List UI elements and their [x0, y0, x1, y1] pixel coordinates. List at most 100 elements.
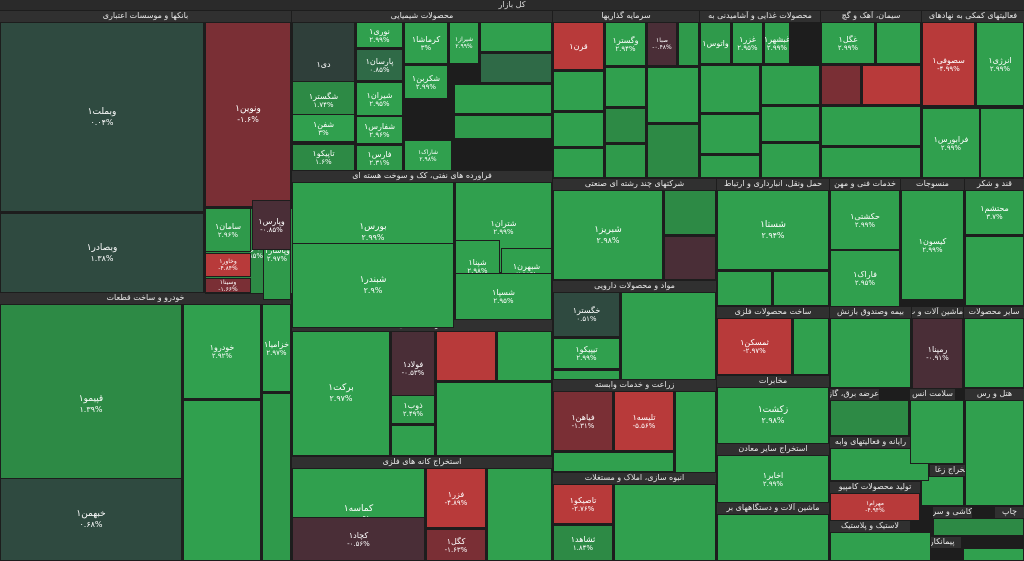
stock-tile[interactable]: [793, 318, 829, 375]
sector-header[interactable]: سایر محصولات: [964, 307, 1024, 318]
stock-tile[interactable]: قرن۱: [553, 22, 604, 70]
stock-tile[interactable]: رمپنا۱ -۰.۹۱%: [912, 318, 963, 389]
stock-tile[interactable]: [553, 370, 620, 380]
stock-tile[interactable]: خبهمن۱ ۰.۶۸%: [0, 478, 182, 561]
stock-tile[interactable]: برکت۱ ۲.۹۷%: [292, 331, 390, 456]
stock-tile[interactable]: [773, 271, 829, 306]
stock-tile[interactable]: شسپا۱ ۲.۹۵%: [455, 273, 552, 320]
sector-header[interactable]: محصولات غذایی و آشامیدنی به: [700, 11, 820, 22]
stock-tile[interactable]: قپیمو۱ ۱.۳۹%: [0, 304, 182, 504]
stock-tile[interactable]: [830, 318, 911, 388]
stock-tile[interactable]: فاراک۱ ۲.۹۵%: [830, 250, 900, 307]
stock-tile[interactable]: ونوین۱ -۱.۶%: [205, 22, 291, 207]
stock-tile[interactable]: تلیسه۱ -۵.۵۶%: [614, 391, 674, 451]
stock-tile[interactable]: پارسان۱ ۰.۸۵%: [356, 49, 403, 81]
stock-tile[interactable]: فولاد۱ -۰.۵۳%: [391, 331, 435, 405]
sector-header[interactable]: سیمان، آهک و گچ: [821, 11, 921, 22]
sector-header[interactable]: سرمایه گذاریها: [553, 11, 699, 22]
stock-tile[interactable]: شیراز۱ ۲.۹۹%: [449, 22, 479, 64]
sector-header[interactable]: لاستیک و پلاستیک: [830, 521, 910, 532]
sector-header[interactable]: فراورده های نفتی، کک و سوخت هسته ای: [292, 171, 552, 182]
stock-tile[interactable]: [605, 144, 646, 178]
stock-tile[interactable]: شستا۱ ۲.۹۴%: [717, 190, 829, 270]
stock-tile[interactable]: شکربن۱ ۲.۹۹%: [404, 65, 448, 99]
stock-tile[interactable]: [965, 400, 1024, 506]
stock-tile[interactable]: ذوب۱ ۲.۴۹%: [391, 395, 435, 424]
stock-tile[interactable]: [910, 400, 964, 464]
stock-tile[interactable]: تاپیکو۱ ۱.۶%: [292, 144, 355, 171]
sector-header[interactable]: ساخت محصولات فلزی: [717, 307, 829, 318]
stock-tile[interactable]: کیسون۱ ۲.۹۹%: [901, 190, 964, 300]
stock-tile[interactable]: [821, 65, 861, 105]
stock-tile[interactable]: [480, 22, 552, 52]
stock-tile[interactable]: [647, 124, 699, 178]
stock-tile[interactable]: [614, 484, 716, 561]
stock-tile[interactable]: شفن۱ ۳%: [292, 114, 355, 142]
stock-tile[interactable]: فزر۱ -۴.۸۹%: [426, 468, 486, 528]
sector-header[interactable]: بیمه وصندوق بازنش: [830, 307, 911, 318]
stock-tile[interactable]: خودرو۱ ۲.۹۲%: [183, 304, 261, 399]
stock-tile[interactable]: وپارس۱ -۰.۸۵%: [252, 200, 291, 250]
sector-header[interactable]: ماشین آلات و دستگاههای بر: [717, 503, 829, 514]
stock-tile[interactable]: واتوس۱: [700, 22, 731, 64]
sector-header[interactable]: رایانه و فعالیتهای وابه: [830, 437, 911, 448]
sector-header[interactable]: استخراج کانه های فلزی: [292, 457, 552, 468]
stock-tile[interactable]: کرماشا۱ ۳%: [404, 22, 448, 64]
stock-tile[interactable]: وبملت۱ ۰.۰۴%: [0, 22, 204, 212]
sector-header[interactable]: خدمات فنی و مهن: [830, 179, 900, 190]
stock-tile[interactable]: خگستر۱ ۰.۵۱%: [553, 292, 620, 337]
stock-tile[interactable]: سامان۱ ۲.۹۶%: [205, 208, 251, 252]
stock-tile[interactable]: ثمسکن۱ -۲.۹۷%: [717, 318, 792, 375]
sector-header[interactable]: عرضه برق، گاز، بخاروآ: [830, 389, 879, 400]
stock-tile[interactable]: [700, 114, 760, 154]
sector-header[interactable]: چاپ: [995, 507, 1024, 518]
stock-tile[interactable]: شاراک۱ ۲.۹۸%: [404, 140, 452, 171]
sector-header[interactable]: تولید محصولات کامپیو: [830, 482, 920, 493]
sector-header[interactable]: منسوجات: [901, 179, 964, 190]
stock-tile[interactable]: [675, 391, 716, 473]
stock-tile[interactable]: نوری۱ ۲.۹۹%: [356, 22, 403, 48]
stock-tile[interactable]: [761, 65, 820, 105]
sector-header[interactable]: هتل و رس: [965, 389, 1024, 400]
sector-header[interactable]: ماشین آلات و ت: [912, 307, 963, 318]
stock-tile[interactable]: [454, 115, 552, 139]
stock-tile[interactable]: فرابورس۱ ۲.۹۹%: [922, 108, 980, 178]
stock-tile[interactable]: [647, 67, 699, 123]
stock-tile[interactable]: [821, 147, 921, 178]
stock-tile[interactable]: انرژی۱ ۲.۹۹%: [976, 22, 1024, 106]
stock-tile[interactable]: [821, 106, 921, 146]
stock-tile[interactable]: [605, 108, 646, 143]
stock-tile[interactable]: تیپیکو۱ ۲.۹۹%: [553, 338, 620, 369]
stock-tile[interactable]: [761, 106, 820, 142]
stock-tile[interactable]: غزر۱ ۲.۹۵%: [732, 22, 763, 64]
stock-tile[interactable]: [830, 532, 931, 561]
stock-tile[interactable]: زکشت۱ ۲.۹۸%: [717, 387, 829, 444]
stock-tile[interactable]: [933, 518, 1024, 536]
stock-tile[interactable]: وخاور۱ -۴.۸۴%: [205, 253, 251, 277]
stock-tile[interactable]: صبا۱ -۰.۴۸%: [647, 22, 677, 66]
stock-tile[interactable]: [621, 292, 716, 380]
stock-tile[interactable]: وسینا۱ -۱.۶۶%: [205, 278, 251, 293]
stock-tile[interactable]: [262, 393, 291, 561]
stock-tile[interactable]: [664, 236, 716, 280]
sector-header[interactable]: بانکها و موسسات اعتباری: [0, 11, 291, 22]
stock-tile[interactable]: غگل۱ ۲.۹۹%: [821, 22, 875, 64]
stock-tile[interactable]: [964, 318, 1024, 388]
sector-header[interactable]: حمل ونقل، انبارداری و ارتباط: [717, 179, 829, 190]
stock-tile[interactable]: شگستر۱ ۱.۷۴%: [292, 81, 355, 120]
stock-tile[interactable]: فارس۱ ۲.۳۱%: [356, 145, 403, 171]
stock-tile[interactable]: [980, 108, 1024, 178]
stock-tile[interactable]: تاصیکو۱ -۲.۷۶%: [553, 484, 613, 524]
stock-tile[interactable]: وگستر۱ ۲.۹۴%: [605, 22, 646, 66]
sector-header[interactable]: خودرو و ساخت قطعات: [0, 293, 291, 304]
stock-tile[interactable]: [678, 22, 699, 66]
sector-header[interactable]: استخراج زغا: [930, 465, 981, 476]
stock-tile[interactable]: [664, 190, 716, 235]
sector-header[interactable]: محصولات شیمیایی: [292, 11, 552, 22]
stock-tile[interactable]: شبریز۱ ۲.۹۸%: [553, 190, 663, 280]
stock-tile[interactable]: وبصادر۱ ۱.۳۸%: [0, 213, 204, 293]
stock-tile[interactable]: شبندر۱ ۲.۹%: [292, 243, 454, 328]
stock-tile[interactable]: خزامیا۱ ۲.۹۷%: [262, 304, 291, 392]
stock-tile[interactable]: [480, 53, 552, 83]
stock-tile[interactable]: [717, 271, 772, 306]
